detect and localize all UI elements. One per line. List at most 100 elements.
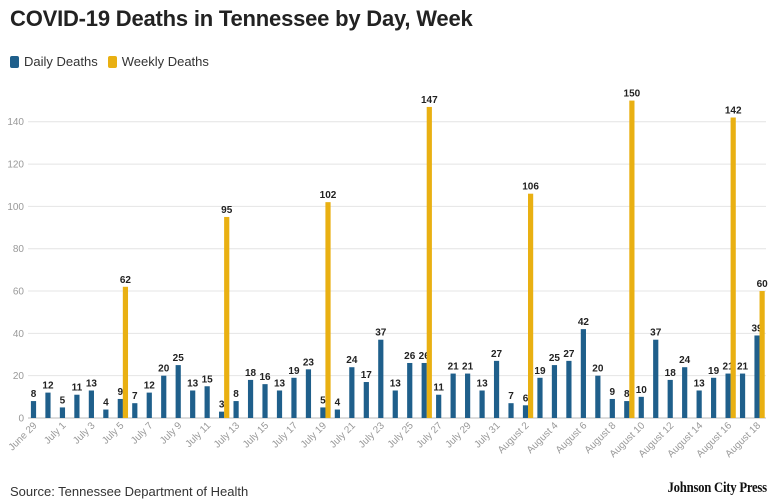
bar-daily xyxy=(175,365,181,418)
bar-daily xyxy=(45,392,51,418)
bar-daily xyxy=(103,409,109,418)
data-label-daily: 7 xyxy=(132,391,138,402)
bar-daily xyxy=(305,369,312,418)
bar-daily xyxy=(522,405,529,418)
bar-daily xyxy=(349,367,355,418)
bar-weekly xyxy=(224,216,230,418)
data-label-daily: 26 xyxy=(404,351,416,362)
x-tick-label: July 15 xyxy=(241,420,271,450)
bar-daily xyxy=(595,375,601,418)
data-label-daily: 39 xyxy=(751,323,763,334)
bar-weekly xyxy=(730,117,736,418)
x-tick-label: July 25 xyxy=(386,420,416,450)
data-label-daily: 27 xyxy=(491,349,503,360)
data-label-weekly: 150 xyxy=(624,89,641,100)
data-label-weekly: 95 xyxy=(221,205,233,216)
data-label-daily: 13 xyxy=(477,378,489,389)
bar-daily xyxy=(754,335,760,418)
bar-daily xyxy=(392,390,398,418)
data-label-daily: 18 xyxy=(245,368,257,379)
x-tick-label: July 17 xyxy=(270,420,300,450)
data-label-daily: 21 xyxy=(462,362,474,373)
bar-daily xyxy=(493,360,500,418)
x-tick-label: July 29 xyxy=(444,420,474,450)
bar-weekly xyxy=(426,106,432,419)
x-tick-label: June 29 xyxy=(7,420,40,453)
bar-daily xyxy=(190,390,196,418)
data-label-daily: 23 xyxy=(303,357,315,368)
x-tick-label: July 11 xyxy=(184,420,214,450)
bar-daily xyxy=(204,386,210,418)
data-label-weekly: 106 xyxy=(522,182,539,193)
data-label-weekly: 142 xyxy=(725,106,742,117)
data-label-daily: 7 xyxy=(508,391,514,402)
data-label-daily: 4 xyxy=(103,398,109,409)
legend-swatch-daily xyxy=(10,55,19,68)
data-label-daily: 21 xyxy=(723,362,735,373)
y-tick-label: 80 xyxy=(13,244,25,255)
legend-label-weekly: Weekly Deaths xyxy=(121,54,209,69)
bar-daily xyxy=(363,382,369,418)
y-tick-label: 140 xyxy=(7,117,24,128)
data-label-daily: 6 xyxy=(523,393,529,404)
bar-daily xyxy=(508,403,514,418)
data-label-daily: 25 xyxy=(173,353,185,364)
data-label-daily: 5 xyxy=(60,395,66,406)
data-label-daily: 18 xyxy=(665,368,677,379)
bar-daily xyxy=(262,384,268,418)
bar-daily xyxy=(291,377,297,418)
data-label-daily: 15 xyxy=(202,374,214,385)
bar-daily xyxy=(132,403,138,418)
legend-item-daily: Daily Deaths xyxy=(10,54,98,69)
data-label-daily: 21 xyxy=(737,362,749,373)
bar-weekly xyxy=(122,286,129,418)
bar-weekly xyxy=(629,100,635,419)
y-tick-label: 60 xyxy=(13,287,25,298)
x-tick-label: July 1 xyxy=(42,420,69,447)
data-label-daily: 9 xyxy=(610,387,616,398)
chart-title: COVID-19 Deaths in Tennessee by Day, Wee… xyxy=(10,6,473,31)
bar-daily xyxy=(88,390,94,418)
data-label-daily: 5 xyxy=(320,395,326,406)
bar-daily xyxy=(30,401,37,418)
data-label-daily: 17 xyxy=(361,370,373,381)
y-tick-label: 20 xyxy=(13,371,25,382)
bar-daily xyxy=(465,373,471,418)
bar-daily xyxy=(682,367,688,418)
data-label-daily: 4 xyxy=(335,398,341,409)
bar-daily xyxy=(59,407,66,418)
data-label-daily: 25 xyxy=(549,353,561,364)
data-label-daily: 42 xyxy=(578,317,590,328)
source-note: Source: Tennessee Department of Health xyxy=(10,484,249,499)
bar-daily xyxy=(725,373,731,418)
bar-daily xyxy=(378,339,384,418)
data-label-daily: 12 xyxy=(42,381,54,392)
data-label-daily: 13 xyxy=(390,378,402,389)
data-label-weekly: 62 xyxy=(120,275,132,286)
x-tick-label: July 19 xyxy=(299,420,329,450)
data-label-daily: 11 xyxy=(72,383,83,394)
data-label-daily: 11 xyxy=(433,383,444,394)
data-label-daily: 19 xyxy=(708,366,720,377)
bar-daily xyxy=(146,392,152,418)
bar-weekly xyxy=(528,193,534,418)
data-label-daily: 8 xyxy=(31,389,37,400)
data-label-weekly: 60 xyxy=(757,279,769,290)
x-tick-label: July 21 xyxy=(328,420,358,450)
data-label-daily: 19 xyxy=(534,366,546,377)
data-label-daily: 24 xyxy=(679,355,691,366)
data-label-daily: 26 xyxy=(419,351,431,362)
legend: Daily Deaths Weekly Deaths xyxy=(10,54,209,69)
data-label-daily: 20 xyxy=(592,364,604,375)
bar-daily xyxy=(537,377,543,418)
bar-daily xyxy=(117,398,123,418)
y-tick-label: 40 xyxy=(13,329,25,340)
bar-daily xyxy=(450,373,456,418)
y-tick-label: 0 xyxy=(18,414,24,425)
data-label-daily: 13 xyxy=(187,378,199,389)
bar-daily xyxy=(624,401,630,418)
x-tick-label: July 13 xyxy=(212,420,242,450)
data-label-daily: 27 xyxy=(563,349,575,360)
data-label-daily: 13 xyxy=(694,378,706,389)
